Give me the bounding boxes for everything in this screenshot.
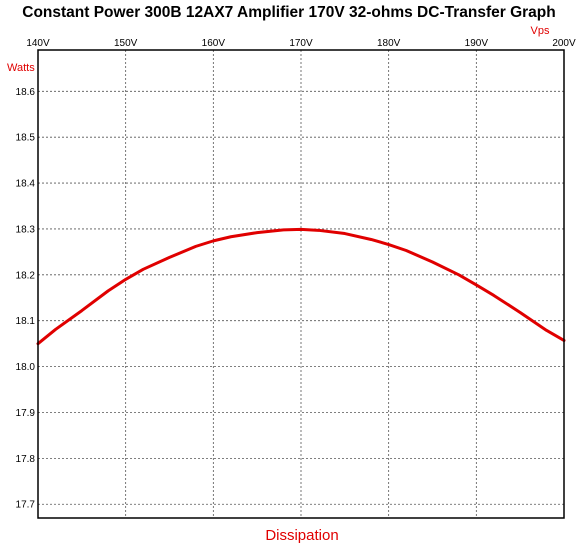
series-line: [36, 227, 566, 346]
y-tick-label: 18.5: [16, 133, 36, 144]
x-tick-labels: 140V 150V 160V 170V 180V 190V 200V: [26, 38, 576, 49]
x-tick-label: 150V: [114, 38, 138, 49]
y-tick-label: 18.0: [16, 362, 36, 373]
x-tick-label: 160V: [202, 38, 226, 49]
plot-frame: [37, 49, 565, 519]
x-tick-label: 190V: [465, 38, 489, 49]
x-axis-label: Dissipation: [265, 527, 338, 544]
x-tick-label: 140V: [26, 38, 50, 49]
y-tick-label: 17.8: [16, 454, 36, 465]
y-tick-label: 18.6: [16, 87, 36, 98]
x-tick-label: 180V: [377, 38, 401, 49]
y-tick-label: 18.2: [16, 270, 36, 281]
y-tick-label: 18.4: [16, 179, 36, 190]
y-tick-label: 18.1: [16, 316, 36, 327]
y-tick-label: 17.9: [16, 408, 36, 419]
y-tick-labels: 18.6 18.5 18.4 18.3 18.2 18.1 18.0 17.9 17.8 17.7: [16, 87, 36, 511]
y-tick-label: 18.3: [16, 224, 36, 235]
y-tick-label: 17.7: [16, 500, 36, 511]
chart-title: Constant Power 300B 12AX7 Amplifier 170V…: [22, 4, 555, 21]
x-tick-label: 200V: [552, 38, 576, 49]
x-unit-label: Vps: [531, 25, 550, 37]
series-layer: [36, 227, 566, 346]
y-unit-label: Watts: [7, 62, 35, 74]
x-tick-label: 170V: [289, 38, 313, 49]
